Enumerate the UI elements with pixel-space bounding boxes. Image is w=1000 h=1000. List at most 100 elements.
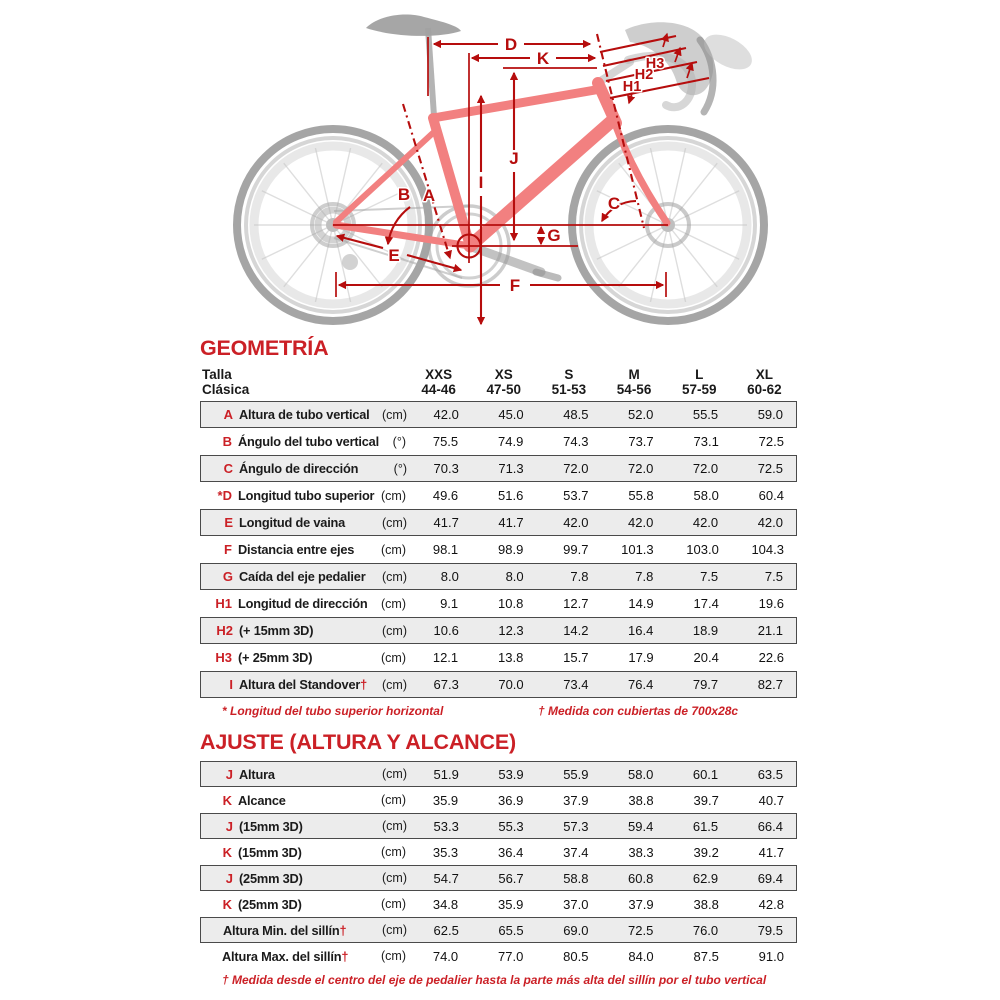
value-cell: 37.0 — [563, 896, 589, 912]
hand-ghost — [704, 34, 752, 70]
table-row: C Ángulo de dirección (°) 70.3 71.3 72.0 72.0 7… — [200, 455, 797, 483]
value-cell: 14.9 — [628, 596, 654, 612]
value-cell: 73.7 — [628, 434, 654, 450]
chain-top — [333, 205, 471, 212]
row-label: Altura Min. del sillín† — [223, 922, 347, 938]
size-column-header: S 51-53 — [536, 367, 601, 397]
row-letter: K — [222, 792, 232, 808]
saddle — [366, 14, 461, 36]
row-letter: C — [223, 461, 233, 477]
table-row: J (25mm 3D) (cm) 54.7 56.7 58.8 60.8 62.9 69.4 — [200, 865, 797, 892]
size-column-text: 44-46 — [421, 382, 456, 398]
row-label: Altura — [239, 766, 275, 782]
chain-bottom — [333, 237, 463, 279]
value-cell: 62.9 — [692, 870, 719, 886]
value-cell: 55.5 — [692, 407, 719, 423]
size-header-line1: Talla — [202, 367, 232, 382]
value-cell: 42.0 — [692, 515, 719, 531]
table-row: K (25mm 3D) (cm) 34.8 35.9 37.0 37.9 38.8 42.8 — [200, 891, 797, 917]
table-row: H3 (+ 25mm 3D) (cm) 12.1 13.8 15.7 17.9 20.4 22.… — [200, 644, 797, 671]
row-label: Ángulo del tubo vertical — [238, 434, 379, 450]
value-cell: 103.0 — [686, 542, 719, 558]
value-cell: 48.5 — [563, 407, 589, 423]
value-cell: 37.9 — [628, 896, 654, 912]
size-column-header: M 54-56 — [601, 367, 666, 397]
spoke — [671, 230, 718, 288]
row-letter: J — [225, 766, 233, 782]
row-unit: (cm) — [382, 623, 407, 638]
row-unit: (cm) — [381, 650, 406, 665]
value-cell: 80.5 — [563, 948, 589, 964]
value-cell: 41.7 — [433, 515, 459, 531]
size-column-text: 47-50 — [486, 382, 521, 398]
row-label: Longitud de vaina — [239, 515, 346, 531]
row-unit: (cm) — [382, 569, 407, 584]
value-cell: 55.3 — [498, 818, 524, 834]
row-label: Alcance — [238, 792, 286, 808]
value-cell: 72.0 — [563, 461, 589, 477]
row-unit: (°) — [393, 461, 407, 476]
spoke — [339, 227, 405, 260]
value-cell: 72.0 — [692, 461, 719, 477]
value-cell: 9.1 — [440, 596, 459, 612]
value-cell: 34.8 — [432, 896, 459, 912]
size-header-row: Talla Clásica XXS 44-46 XS 47-50 S 51-53 M 54-5… — [200, 367, 797, 401]
value-cell: 18.9 — [692, 623, 719, 639]
value-cell: 17.9 — [628, 650, 654, 666]
value-cell: 10.6 — [433, 623, 459, 639]
value-cell: 37.4 — [563, 844, 589, 860]
table-row: Altura Max. del sillín† (cm) 74.0 77.0 80.5 8… — [200, 943, 797, 969]
footnote-dagger: † Medida con cubiertas de 700x28c — [538, 704, 739, 719]
value-cell: 19.6 — [758, 596, 784, 612]
value-cell: 8.0 — [440, 569, 459, 585]
value-cell: 12.7 — [563, 596, 589, 612]
spoke — [333, 147, 352, 219]
table-row: H1 Longitud de dirección (cm) 9.1 10.8 12.7 14… — [200, 590, 797, 617]
row-label: Ángulo de dirección — [239, 461, 359, 477]
spoke — [314, 231, 333, 303]
dim-label-J: J — [509, 149, 518, 168]
value-cell: 76.0 — [692, 922, 719, 938]
seat-angle-arc — [384, 206, 411, 246]
value-cell: 41.7 — [758, 844, 784, 860]
row-label: Altura del Standover† — [239, 677, 368, 693]
table-row: *D Longitud tubo superior (cm) 49.6 51.6 53.7… — [200, 482, 797, 509]
value-cell: 38.8 — [693, 896, 719, 912]
value-cell: 62.5 — [433, 922, 459, 938]
value-cell: 70.0 — [498, 677, 524, 693]
value-cell: 72.5 — [628, 922, 654, 938]
value-cell: 39.7 — [693, 792, 719, 808]
value-cell: 16.4 — [628, 623, 654, 639]
dim-label-D: D — [505, 35, 517, 54]
value-cell: 72.0 — [628, 461, 654, 477]
row-label: Longitud de dirección — [238, 596, 368, 612]
value-cell: 73.1 — [693, 434, 719, 450]
spoke — [668, 147, 687, 219]
table-row: G Caída del eje pedalier (cm) 8.0 8.0 7.8 7.8 7… — [200, 563, 797, 591]
value-cell: 76.4 — [628, 677, 654, 693]
value-cell: 21.1 — [757, 623, 783, 639]
value-cell: 98.1 — [432, 542, 459, 558]
row-letter: E — [224, 515, 233, 531]
seat-stay — [333, 129, 437, 225]
top-tube — [428, 84, 606, 123]
value-cell: 75.5 — [432, 434, 459, 450]
row-unit: (cm) — [382, 871, 407, 886]
value-cell: 59.0 — [757, 407, 783, 423]
spoke — [339, 190, 405, 223]
dim-label-H2: H2 — [635, 67, 654, 83]
value-cell: 55.9 — [563, 766, 589, 782]
value-cell: 51.9 — [433, 766, 459, 782]
bike-geometry-diagram: D K H3 H2 H1 J I B A C G E F — [233, 14, 768, 326]
bottom-footnote: † Medida desde el centro del eje de peda… — [222, 973, 767, 988]
row-letter: H3 — [215, 650, 232, 666]
dim-label-H3: H3 — [646, 56, 665, 72]
brake-lever — [696, 36, 717, 116]
value-cell: 42.8 — [758, 896, 784, 912]
table-row: E Longitud de vaina (cm) 41.7 41.7 42.0 42.0 42… — [200, 509, 797, 537]
footnote-asterisk: * Longitud del tubo superior horizontal — [222, 704, 444, 719]
row-letter: H1 — [215, 596, 232, 612]
geometry-table: A Altura de tubo vertical (cm) 42.0 45.0 48.5… — [200, 401, 797, 699]
value-cell: 42.0 — [628, 515, 654, 531]
value-cell: 70.3 — [433, 461, 459, 477]
